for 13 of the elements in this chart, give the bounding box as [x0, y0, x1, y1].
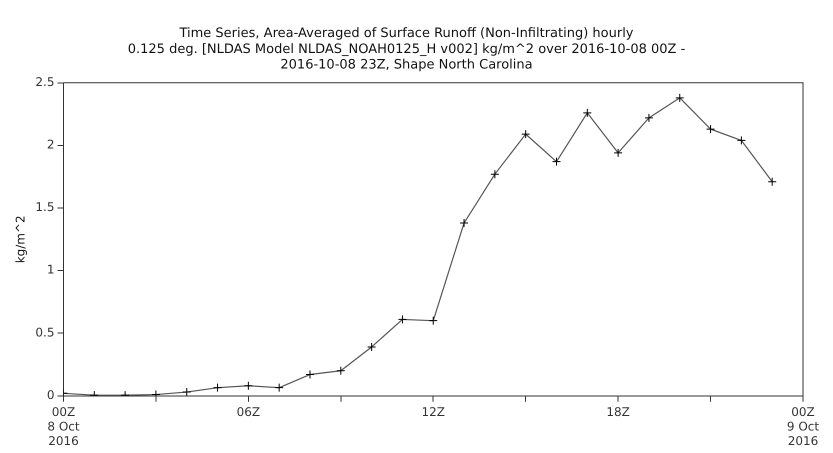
x-tick-label: 00Z 9 Oct 2016 [786, 405, 820, 448]
y-tick-label: 1.5 [35, 200, 54, 214]
x-tick-label: 12Z [421, 405, 445, 420]
y-axis-title: kg/m^2 [13, 215, 28, 264]
y-tick-label: 0.5 [35, 325, 54, 340]
y-tick-label: 2.5 [35, 74, 54, 89]
y-tick-label: 2 [46, 138, 54, 152]
x-tick-label: 18Z [606, 405, 630, 420]
y-tick-label: 0 [46, 388, 54, 402]
x-tick-label: 06Z [236, 405, 260, 420]
y-tick-label: 1 [46, 262, 54, 277]
chart-title: Time Series, Area-Averaged of Surface Runoff (Non-Infiltrating) hourly 0.125 deg. [NLDAS Model NLDAS_NOAH0125_H v002] kg/m^2 over 2016-10-08 00Z - 2016-10-08 23Z, Shape North Carolina [128, 26, 686, 72]
x-tick-label: 00Z 8 Oct 2016 [47, 405, 80, 448]
